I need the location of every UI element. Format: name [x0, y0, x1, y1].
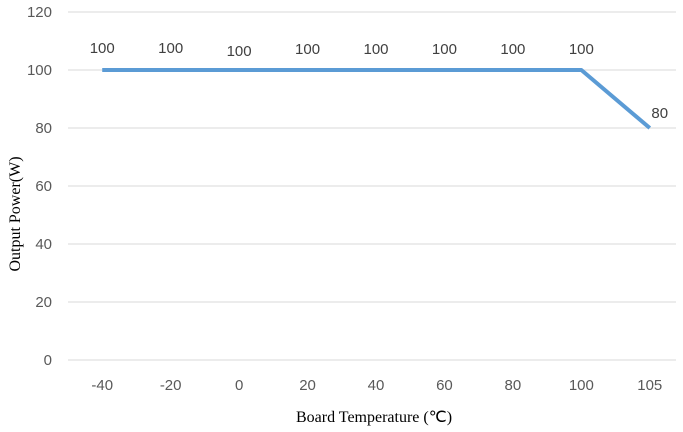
data-label: 100 [363, 41, 388, 58]
data-label: 80 [651, 105, 668, 122]
data-label: 100 [569, 41, 594, 58]
data-label: 100 [90, 40, 115, 57]
x-tick-label: 20 [299, 377, 316, 394]
y-tick-label: 60 [35, 178, 52, 195]
y-axis-ticks: 0 20 40 60 80 100 120 [27, 4, 52, 369]
series-layer [102, 68, 652, 130]
y-tick-label: 120 [27, 4, 52, 21]
data-labels: 100 100 100 100 100 100 100 100 80 [90, 40, 668, 122]
x-tick-label: 100 [569, 377, 594, 394]
x-tick-label: 80 [505, 377, 522, 394]
y-tick-label: 20 [35, 294, 52, 311]
x-tick-label: 0 [235, 377, 243, 394]
data-label: 100 [295, 41, 320, 58]
data-label: 100 [227, 43, 252, 60]
x-tick-label: -20 [160, 377, 182, 394]
y-tick-label: 100 [27, 62, 52, 79]
gridlines [68, 11, 676, 361]
x-axis-title: Board Temperature (℃) [296, 409, 452, 426]
data-label: 100 [158, 40, 183, 57]
series-line-0 [102, 68, 652, 130]
y-tick-label: 0 [44, 352, 52, 369]
x-axis-ticks: -40 -20 0 20 40 60 80 100 105 [91, 377, 662, 394]
data-label: 100 [432, 41, 457, 58]
y-tick-label: 80 [35, 120, 52, 137]
x-tick-label: 60 [436, 377, 453, 394]
y-tick-label: 40 [35, 236, 52, 253]
x-tick-label: 40 [368, 377, 385, 394]
x-tick-label: 105 [637, 377, 662, 394]
x-tick-label: -40 [91, 377, 113, 394]
data-label: 100 [500, 41, 525, 58]
y-axis-title: Output Power(W) [7, 156, 24, 271]
